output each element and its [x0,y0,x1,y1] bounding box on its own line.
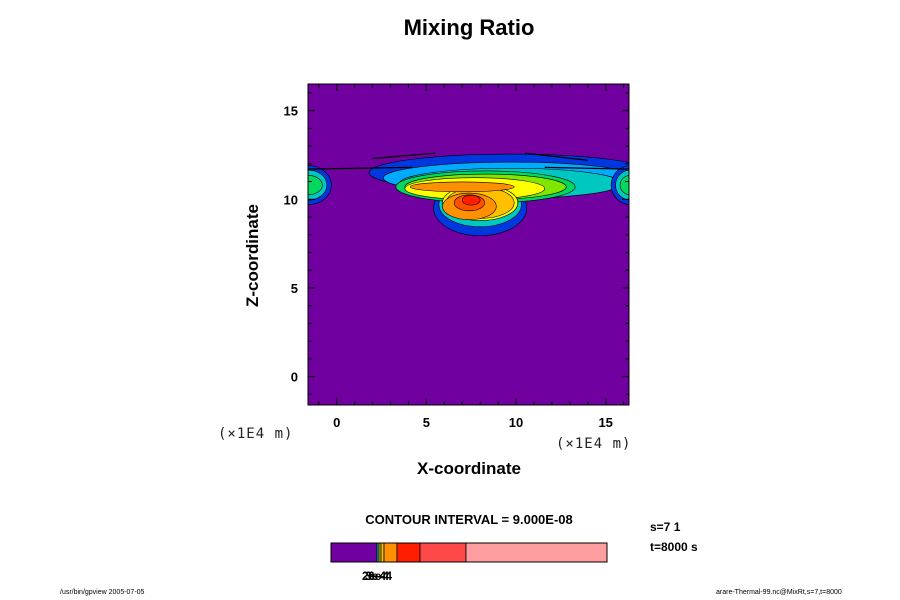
colorbar-segment-6 [419,542,467,563]
y-tick-label-0: 0 [291,370,298,385]
contour-region-10 [409,181,515,193]
y-tick-label-2: 10 [284,192,298,207]
colorbar-label-0: 2e-4 [362,569,387,583]
contour-filament-1 [544,166,629,170]
colorbar-segment-7 [465,542,608,563]
colorbar-segment-3 [380,542,385,563]
axis-ticks: 0 5 10 15 0 5 10 15 [284,84,629,430]
y-axis-label: Z-coordinate [243,204,262,307]
x-axis-label: X-coordinate [417,459,521,478]
y-tick-label-1: 5 [291,281,298,296]
plot-background [308,84,629,405]
x-axis-unit: (×1E4 m) [556,436,632,452]
step-annotation: s=7 1 [650,520,681,534]
x-tick-label-2: 10 [509,415,523,430]
x-tick-label-0: 0 [333,415,340,430]
chart-title: Mixing Ratio [403,15,535,40]
y-tick-label-3: 15 [284,104,298,119]
x-tick-label-3: 15 [598,415,612,430]
colorbar [330,542,608,563]
colorbar-label-1: 3e-4 [365,569,390,583]
plot-frame [307,83,630,406]
contour-region-13 [461,194,481,206]
contour-interval-label: CONTOUR INTERVAL = 9.000E-08 [365,512,573,527]
field-contours [308,152,629,236]
colorbar-segment-4 [383,542,398,563]
contour-filament-2 [372,152,436,160]
x-tick-label-1: 5 [423,415,430,430]
colorbar-frame [330,542,608,563]
colorbar-label-2: 6e-4 [368,569,393,583]
contour-filament-3 [524,152,588,161]
colorbar-segment-5 [396,542,421,563]
footer-left: /usr/bin/gpview 2005-07-05 [60,589,145,596]
colorbar-segment-0 [330,542,378,563]
contour-filament-0 [308,166,413,170]
y-axis-unit: (×1E4 m) [218,426,294,442]
contour-region-19 [619,175,629,196]
footer-right: arare-Thermal-99.nc@MixRt,s=7,t=8000 [716,589,842,596]
time-annotation: t=8000 s [650,540,698,554]
contour-region-16 [308,175,323,196]
